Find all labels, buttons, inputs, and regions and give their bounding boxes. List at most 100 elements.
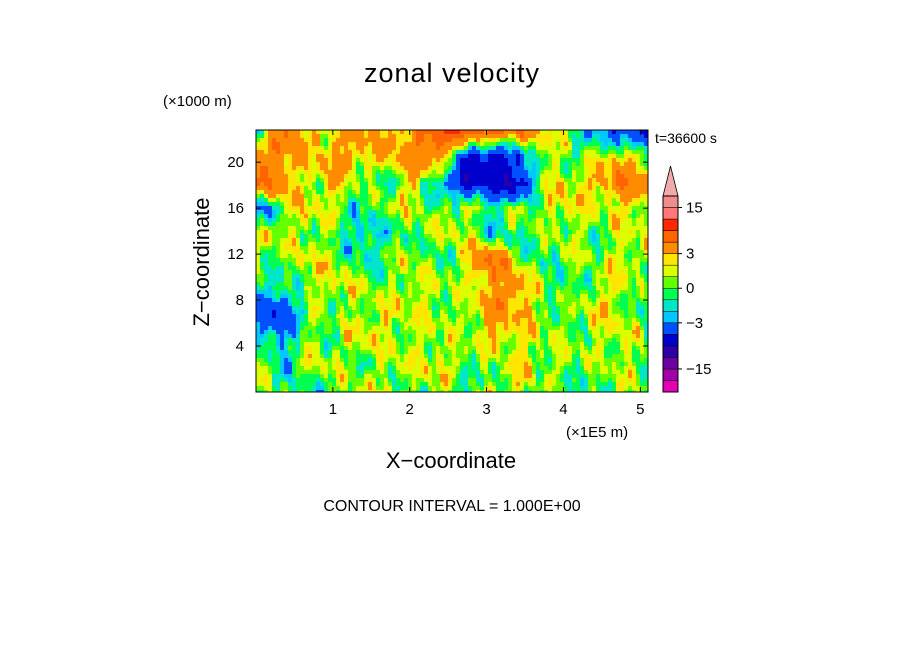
contour-cell — [512, 278, 517, 283]
contour-cell — [328, 314, 333, 319]
contour-cell — [408, 230, 413, 235]
contour-cell — [364, 182, 369, 187]
contour-cell — [440, 242, 445, 247]
contour-cell — [380, 262, 385, 267]
contour-cell — [384, 194, 389, 199]
contour-cell — [288, 274, 293, 279]
contour-cell — [380, 242, 385, 247]
contour-cell — [364, 322, 369, 327]
contour-cell — [368, 282, 373, 287]
contour-cell — [292, 210, 297, 215]
contour-cell — [528, 150, 533, 155]
contour-cell — [496, 198, 501, 203]
contour-cell — [404, 278, 409, 283]
contour-cell — [304, 190, 309, 195]
contour-cell — [584, 322, 589, 327]
contour-cell — [612, 266, 617, 271]
contour-cell — [268, 210, 273, 215]
contour-cell — [260, 262, 265, 267]
contour-cell — [424, 254, 429, 259]
contour-cell — [628, 130, 633, 135]
contour-cell — [292, 282, 297, 287]
contour-cell — [532, 230, 537, 235]
contour-cell — [436, 254, 441, 259]
contour-cell — [284, 174, 289, 179]
contour-cell — [588, 322, 593, 327]
contour-cell — [276, 138, 281, 143]
contour-cell — [616, 210, 621, 215]
contour-cell — [644, 150, 648, 155]
contour-cell — [628, 138, 633, 143]
contour-cell — [420, 326, 425, 331]
contour-cell — [536, 186, 541, 191]
contour-cell — [560, 262, 565, 267]
contour-cell — [432, 174, 437, 179]
contour-cell — [364, 202, 369, 207]
contour-cell — [500, 282, 505, 287]
contour-cell — [576, 170, 581, 175]
contour-cell — [592, 214, 597, 219]
contour-cell — [296, 186, 301, 191]
contour-cell — [356, 202, 361, 207]
contour-cell — [324, 250, 329, 255]
contour-cell — [504, 270, 509, 275]
contour-cell — [608, 294, 613, 299]
contour-cell — [400, 186, 405, 191]
contour-cell — [396, 298, 401, 303]
contour-cell — [600, 206, 605, 211]
contour-cell — [276, 278, 281, 283]
contour-cell — [412, 138, 417, 143]
contour-cell — [516, 158, 521, 163]
contour-cell — [620, 266, 625, 271]
contour-cell — [520, 330, 525, 335]
contour-cell — [564, 246, 569, 251]
contour-cell — [516, 190, 521, 195]
contour-cell — [388, 190, 393, 195]
contour-cell — [628, 134, 633, 139]
contour-cell — [560, 242, 565, 247]
contour-cell — [576, 318, 581, 323]
contour-cell — [408, 150, 413, 155]
contour-cell — [628, 282, 633, 287]
contour-cell — [636, 274, 641, 279]
contour-cell — [456, 270, 461, 275]
contour-cell — [324, 130, 329, 135]
contour-cell — [584, 294, 589, 299]
contour-cell — [628, 146, 633, 151]
contour-cell — [400, 302, 405, 307]
contour-cell — [572, 286, 577, 291]
contour-cell — [616, 202, 621, 207]
contour-cell — [620, 190, 625, 195]
contour-cell — [416, 214, 421, 219]
contour-cell — [580, 266, 585, 271]
contour-cell — [532, 326, 537, 331]
contour-cell — [468, 202, 473, 207]
contour-cell — [468, 250, 473, 255]
contour-cell — [612, 226, 617, 231]
contour-cell — [488, 138, 493, 143]
contour-cell — [424, 178, 429, 183]
contour-cell — [320, 274, 325, 279]
contour-cell — [436, 222, 441, 227]
contour-cell — [488, 330, 493, 335]
contour-cell — [368, 162, 373, 167]
contour-cell — [432, 286, 437, 291]
contour-cell — [304, 182, 309, 187]
contour-cell — [508, 222, 513, 227]
contour-cell — [416, 234, 421, 239]
contour-cell — [476, 146, 481, 151]
contour-cell — [588, 154, 593, 159]
contour-cell — [292, 226, 297, 231]
contour-cell — [296, 298, 301, 303]
contour-cell — [460, 290, 465, 295]
contour-cell — [356, 318, 361, 323]
contour-cell — [460, 270, 465, 275]
contour-cell — [300, 146, 305, 151]
contour-cell — [504, 146, 509, 151]
contour-cell — [580, 190, 585, 195]
contour-cell — [396, 222, 401, 227]
contour-cell — [304, 294, 309, 299]
contour-cell — [640, 306, 645, 311]
contour-cell — [480, 222, 485, 227]
contour-cell — [632, 198, 637, 203]
